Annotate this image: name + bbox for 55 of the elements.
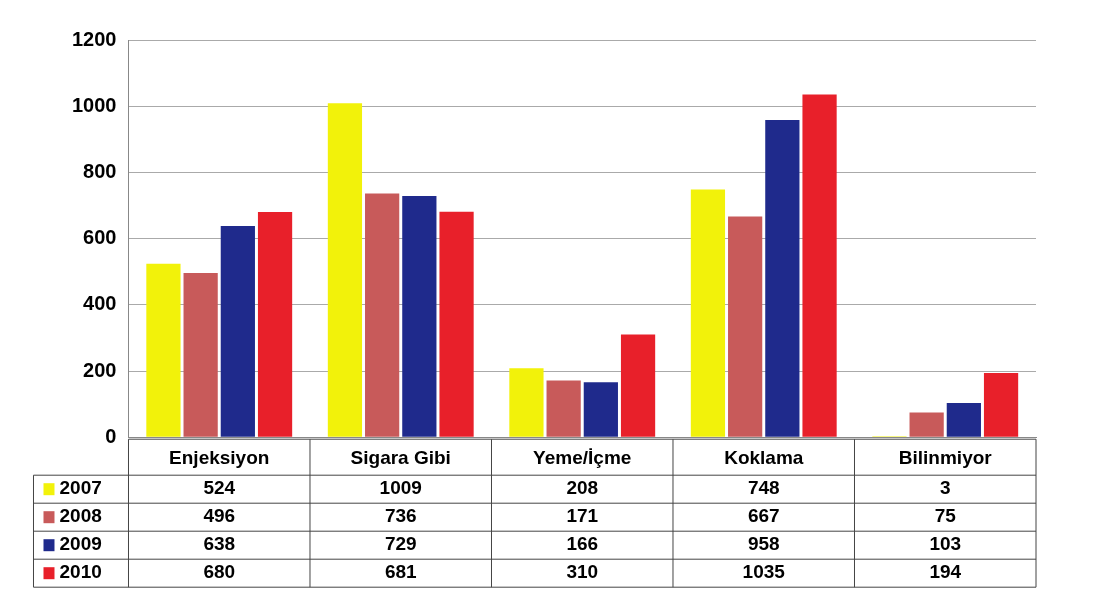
data-label: 3 — [939, 477, 951, 499]
bar — [690, 189, 726, 437]
data-label: 680 — [203, 561, 236, 583]
legend-label: 2008 — [59, 505, 102, 527]
data-label: 729 — [384, 533, 417, 555]
data-label: 736 — [384, 505, 417, 527]
bar — [365, 193, 400, 437]
bar — [583, 382, 618, 437]
y-tick-label: 400 — [83, 292, 117, 315]
x-tick-label: Yeme/İçme — [533, 446, 632, 468]
data-label: 524 — [203, 477, 236, 499]
x-tick-label: Sigara Gibi — [350, 446, 451, 468]
bar — [983, 372, 1019, 437]
bar — [509, 368, 544, 437]
legend-label: 2007 — [59, 477, 102, 499]
bar — [909, 412, 944, 437]
data-label: 1009 — [379, 477, 422, 499]
x-tick-label: Enjeksiyon — [169, 446, 270, 468]
x-tick-label: Koklama — [724, 446, 804, 468]
bar — [327, 103, 363, 437]
data-label: 496 — [203, 505, 236, 527]
bar — [728, 216, 763, 437]
x-tick-label: Bilinmiyor — [898, 446, 993, 468]
legend-label: 2010 — [59, 561, 102, 583]
y-tick-label: 1200 — [71, 27, 117, 50]
bar — [439, 211, 474, 437]
y-tick-label: 600 — [83, 226, 117, 249]
data-label: 103 — [929, 533, 962, 555]
data-label: 166 — [566, 533, 599, 555]
data-label: 171 — [566, 505, 599, 527]
data-label: 638 — [203, 533, 236, 555]
data-label: 75 — [934, 505, 957, 527]
y-tick-label: 800 — [83, 159, 117, 182]
data-label: 748 — [747, 477, 780, 499]
data-label: 667 — [747, 505, 780, 527]
bar — [946, 403, 981, 437]
bar — [402, 195, 437, 437]
bar — [802, 94, 837, 437]
bar — [220, 226, 255, 437]
bar — [183, 273, 218, 437]
bar — [765, 120, 800, 437]
bar — [146, 263, 181, 437]
data-label: 1035 — [742, 561, 786, 583]
data-label: 681 — [384, 561, 418, 583]
data-label: 194 — [929, 561, 962, 583]
y-tick-label: 1000 — [71, 93, 117, 116]
data-label: 208 — [566, 477, 599, 499]
y-tick-label: 0 — [105, 424, 117, 447]
bar — [620, 334, 656, 437]
data-label: 958 — [747, 533, 780, 555]
data-label: 310 — [566, 561, 599, 583]
bar — [546, 380, 581, 437]
legend-label: 2009 — [59, 533, 102, 555]
bar — [257, 212, 293, 437]
y-tick-label: 200 — [83, 358, 117, 381]
